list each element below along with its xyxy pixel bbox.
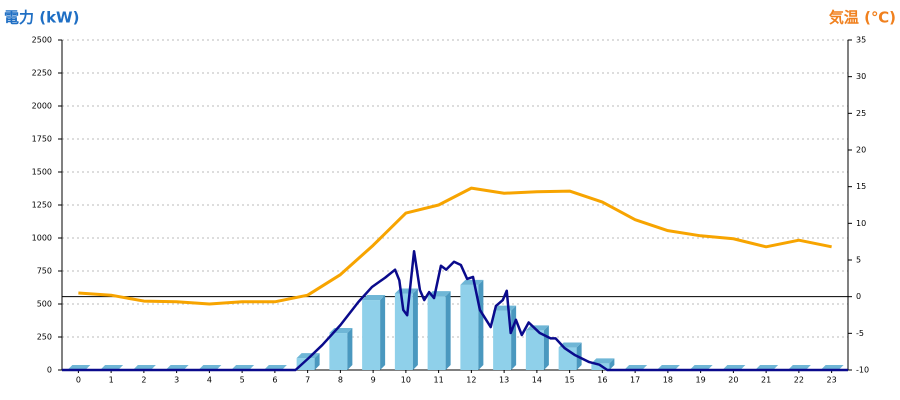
x-tick-label: 6 [272, 376, 277, 385]
x-tick-label: 3 [174, 376, 179, 385]
x-tick-label: 4 [207, 376, 212, 385]
bar-front [394, 293, 413, 370]
y-tick-label: 1000 [32, 234, 52, 243]
y-axis-title: 電力 (kW) [4, 9, 79, 27]
x-tick-label: 14 [532, 376, 542, 385]
bar-top [362, 295, 386, 301]
x-tick-label: 0 [76, 376, 81, 385]
bar-front [525, 330, 544, 370]
y2-tick-label: 0 [856, 292, 861, 301]
x-tick-label: 15 [565, 376, 575, 385]
bar-front [362, 300, 381, 370]
y2-tick-label: 25 [856, 109, 866, 118]
y-tick-label: 1500 [32, 168, 52, 177]
x-tick-label: 22 [794, 376, 804, 385]
bar-side [380, 295, 386, 370]
x-tick-label: 7 [305, 376, 310, 385]
x-tick-label: 1 [109, 376, 114, 385]
y2-tick-label: 35 [856, 36, 866, 45]
bar-front [427, 296, 446, 370]
y2-tick-label: 5 [856, 256, 861, 265]
bar-side [609, 358, 615, 370]
bar-top [460, 279, 484, 285]
bar-side [478, 279, 484, 370]
y2-tick-label: 30 [856, 72, 866, 81]
temperature-line [78, 186, 832, 306]
power-line [62, 249, 848, 372]
x-tick-label: 17 [630, 376, 640, 385]
y2-tick-label: -10 [856, 366, 869, 375]
x-tick-label: 21 [761, 376, 771, 385]
x-tick-label: 23 [827, 376, 837, 385]
y-tick-label: 1250 [32, 201, 52, 210]
x-tick-label: 2 [141, 376, 146, 385]
bar [493, 305, 517, 370]
bar-top [493, 305, 517, 311]
x-tick-label: 20 [728, 376, 738, 385]
y2-tick-label: 10 [856, 219, 866, 228]
bar-side [445, 291, 451, 370]
bar-side [511, 305, 517, 370]
bar [329, 328, 353, 370]
bar-front [493, 310, 512, 370]
y-tick-label: 2250 [32, 69, 52, 78]
bar [460, 279, 484, 370]
y-tick-label: 2500 [32, 36, 52, 45]
y-tick-label: 0 [47, 366, 52, 375]
bar-front [329, 333, 348, 370]
bar [427, 291, 451, 370]
y-tick-label: 250 [37, 333, 52, 342]
bar-side [347, 328, 353, 370]
bar-side [314, 353, 320, 370]
bar-side [543, 325, 549, 370]
bar [394, 288, 418, 370]
x-tick-label: 8 [338, 376, 343, 385]
y-tick-label: 2000 [32, 102, 52, 111]
bar-side [412, 288, 418, 370]
y2-tick-label: 15 [856, 182, 866, 191]
x-tick-label: 13 [499, 376, 509, 385]
y2-tick-label: -5 [856, 329, 864, 338]
y2-axis-title: 気温 (℃) [829, 9, 896, 27]
x-tick-label: 19 [696, 376, 706, 385]
x-tick-label: 5 [240, 376, 245, 385]
x-tick-label: 12 [466, 376, 476, 385]
bar-top [591, 358, 615, 364]
x-tick-label: 10 [401, 376, 411, 385]
x-tick-label: 18 [663, 376, 673, 385]
y-tick-label: 500 [37, 300, 52, 309]
x-tick-label: 16 [597, 376, 607, 385]
x-tick-label: 11 [434, 376, 444, 385]
y2-tick-label: 20 [856, 146, 866, 155]
bar-front [296, 358, 315, 370]
y-tick-label: 750 [37, 267, 52, 276]
bar-front [460, 284, 479, 370]
y-tick-label: 1750 [32, 135, 52, 144]
bar [362, 295, 386, 370]
x-tick-label: 9 [371, 376, 376, 385]
bar-top [427, 291, 451, 297]
